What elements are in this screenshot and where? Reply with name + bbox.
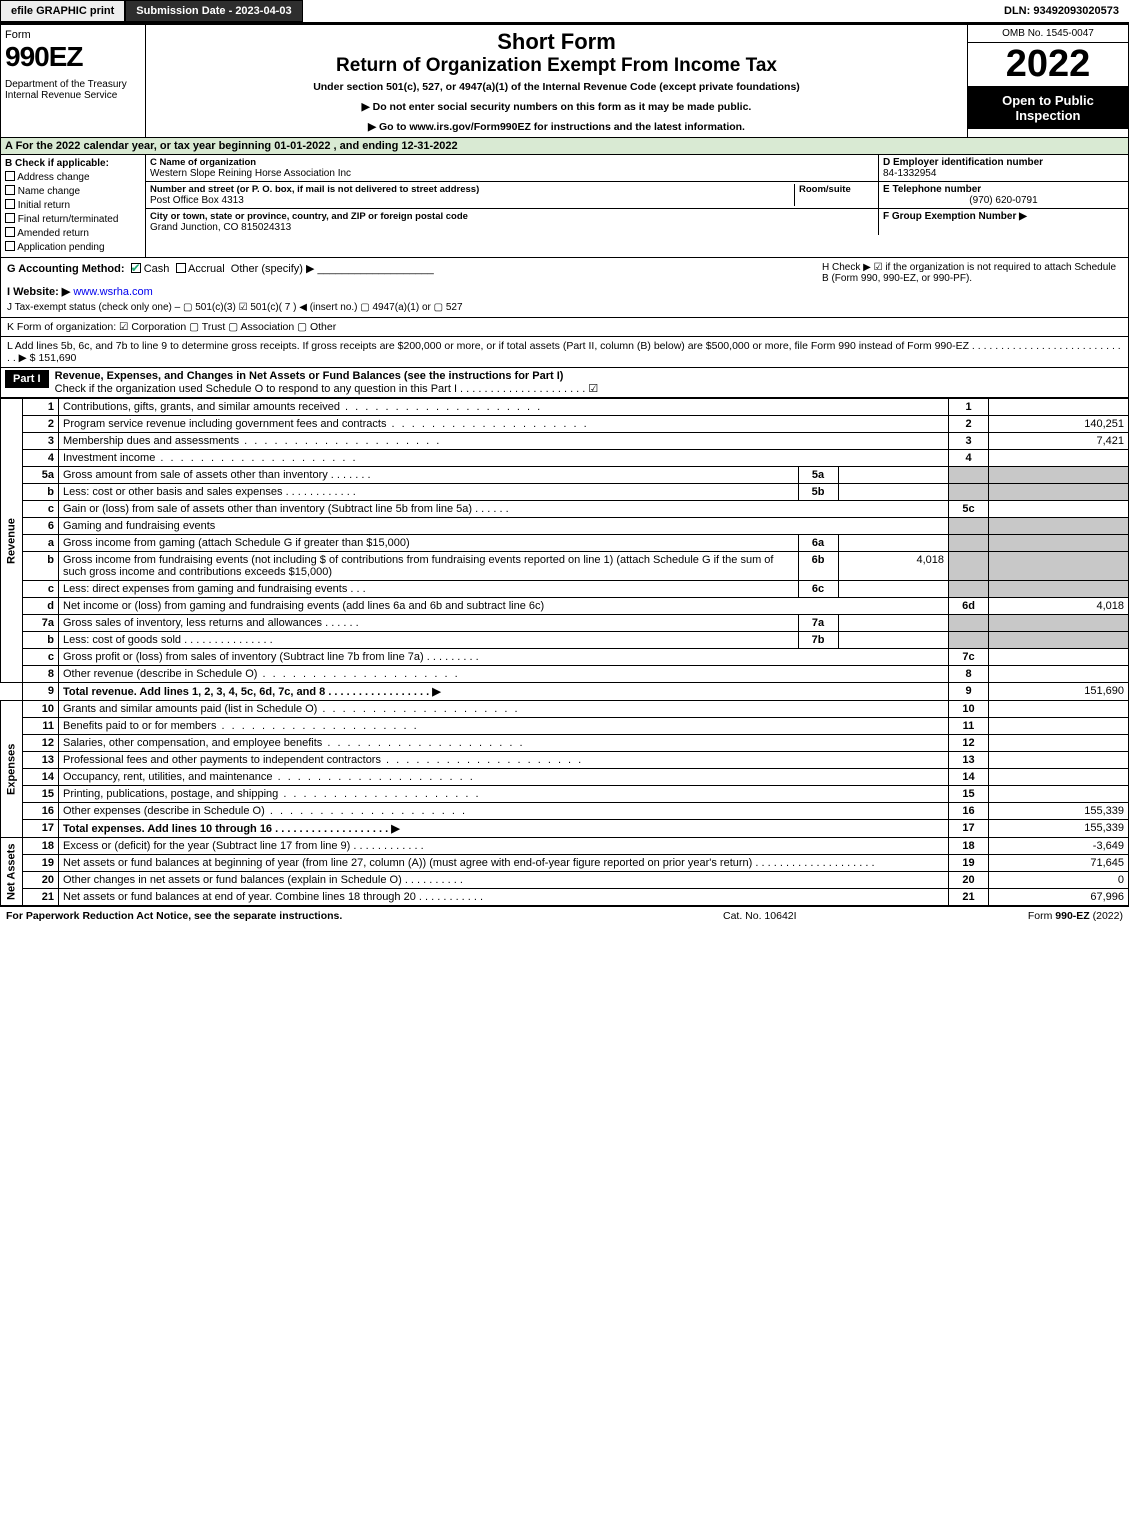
side-expenses: Expenses bbox=[1, 701, 23, 838]
form-footer: Form 990-EZ (2022) bbox=[923, 910, 1123, 922]
k-form-org: K Form of organization: ☑ Corporation ▢ … bbox=[0, 318, 1129, 337]
cb-amended-return[interactable]: Amended return bbox=[5, 226, 141, 239]
title-short-form: Short Form bbox=[154, 29, 959, 55]
open-to-public: Open to Public Inspection bbox=[968, 86, 1128, 129]
org-street: Post Office Box 4313 bbox=[150, 195, 794, 206]
omb-number: OMB No. 1545-0047 bbox=[968, 25, 1128, 43]
part1-header: Part I Revenue, Expenses, and Changes in… bbox=[0, 368, 1129, 398]
part1-label: Part I bbox=[5, 370, 49, 388]
cb-name-change[interactable]: Name change bbox=[5, 184, 141, 197]
e-phone: (970) 620-0791 bbox=[883, 195, 1124, 206]
d-ein-label: D Employer identification number bbox=[883, 157, 1124, 168]
footer: For Paperwork Reduction Act Notice, see … bbox=[0, 906, 1129, 925]
cb-application-pending[interactable]: Application pending bbox=[5, 240, 141, 253]
efile-print-button[interactable]: efile GRAPHIC print bbox=[0, 0, 125, 22]
side-net-assets: Net Assets bbox=[1, 838, 23, 906]
top-bar: efile GRAPHIC print Submission Date - 20… bbox=[0, 0, 1129, 24]
title-return: Return of Organization Exempt From Incom… bbox=[154, 55, 959, 77]
subtitle: Under section 501(c), 527, or 4947(a)(1)… bbox=[154, 81, 959, 93]
j-tax-exempt: J Tax-exempt status (check only one) – ▢… bbox=[7, 302, 822, 313]
section-b-block: B Check if applicable: Address change Na… bbox=[0, 155, 1129, 258]
instr-link: ▶ Go to www.irs.gov/Form990EZ for instru… bbox=[154, 121, 959, 133]
submission-date: Submission Date - 2023-04-03 bbox=[125, 0, 302, 22]
i-website: I Website: ▶ www.wsrha.com bbox=[7, 285, 822, 298]
form-header: Form 990EZ Department of the Treasury In… bbox=[0, 24, 1129, 138]
org-city: Grand Junction, CO 815024313 bbox=[150, 222, 874, 233]
side-revenue: Revenue bbox=[1, 399, 23, 683]
room-label: Room/suite bbox=[799, 184, 874, 195]
form-number: 990EZ bbox=[5, 41, 141, 73]
cb-address-change[interactable]: Address change bbox=[5, 170, 141, 183]
department: Department of the Treasury Internal Reve… bbox=[5, 79, 141, 101]
b-header: B Check if applicable: bbox=[5, 158, 141, 169]
cb-initial-return[interactable]: Initial return bbox=[5, 198, 141, 211]
website-link[interactable]: www.wsrha.com bbox=[73, 286, 152, 298]
l-gross-receipts: L Add lines 5b, 6c, and 7b to line 9 to … bbox=[0, 337, 1129, 368]
c-street-label: Number and street (or P. O. box, if mail… bbox=[150, 184, 794, 195]
row-a-tax-year: A For the 2022 calendar year, or tax yea… bbox=[0, 138, 1129, 155]
g-accounting: G Accounting Method: Cash Accrual Other … bbox=[7, 262, 822, 275]
dln: DLN: 93492093020573 bbox=[994, 1, 1129, 21]
c-name-label: C Name of organization bbox=[150, 157, 874, 168]
instr-ssn: ▶ Do not enter social security numbers o… bbox=[154, 101, 959, 113]
f-group-label: F Group Exemption Number ▶ bbox=[883, 211, 1124, 222]
c-city-label: City or town, state or province, country… bbox=[150, 211, 874, 222]
cb-accrual[interactable] bbox=[176, 263, 186, 273]
h-schedule-b: H Check ▶ ☑ if the organization is not r… bbox=[822, 262, 1122, 313]
cat-no: Cat. No. 10642I bbox=[723, 910, 923, 922]
d-ein: 84-1332954 bbox=[883, 168, 1124, 179]
e-phone-label: E Telephone number bbox=[883, 184, 1124, 195]
cb-final-return[interactable]: Final return/terminated bbox=[5, 212, 141, 225]
cb-cash[interactable] bbox=[131, 263, 141, 273]
form-label: Form bbox=[5, 29, 141, 41]
paperwork-notice: For Paperwork Reduction Act Notice, see … bbox=[6, 910, 723, 922]
lines-table: Revenue 1Contributions, gifts, grants, a… bbox=[0, 398, 1129, 906]
org-name: Western Slope Reining Horse Association … bbox=[150, 168, 874, 179]
tax-year: 2022 bbox=[968, 43, 1128, 86]
